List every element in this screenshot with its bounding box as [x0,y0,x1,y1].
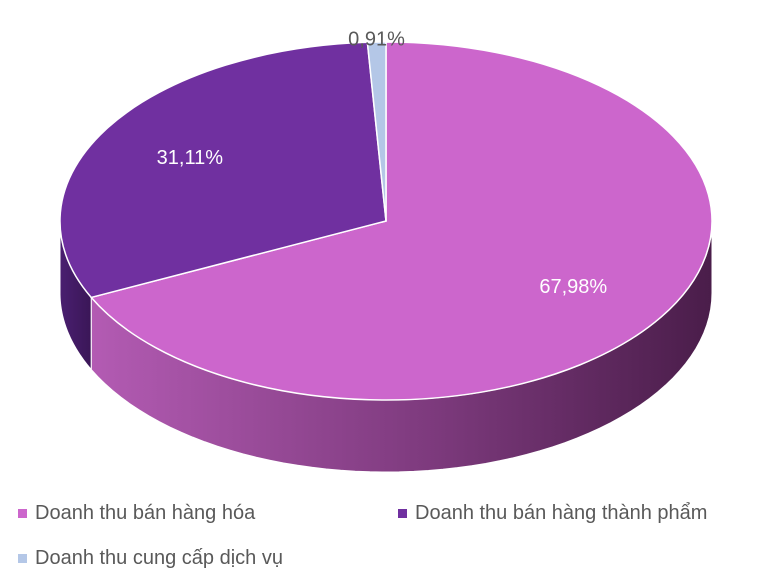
legend-item-hang-hoa: Doanh thu bán hàng hóa [18,502,255,525]
legend-swatch-thanh-pham [398,509,407,518]
pie-slice-thanh-pham [59,41,387,299]
legend-swatch-dich-vu [18,554,27,563]
pie-top-group [59,41,713,401]
legend-swatch-hang-hoa [18,509,27,518]
legend-label-thanh-pham: Doanh thu bán hàng thành phẩm [415,502,708,524]
pie-label-group: 67,98% 31,11% 0,91% [157,28,608,298]
legend-label-dich-vu: Doanh thu cung cấp dịch vụ [35,547,283,569]
data-label-dich-vu: 0,91% [348,28,405,50]
legend-item-dich-vu: Doanh thu cung cấp dịch vụ [18,547,283,570]
data-label-hang-hoa: 67,98% [539,276,607,298]
legend-item-thanh-pham: Doanh thu bán hàng thành phẩm [398,502,707,525]
legend-label-hang-hoa: Doanh thu bán hàng hóa [35,502,256,524]
pie-slice-hang-hoa [89,41,713,401]
pie-slice-dich-vu [366,41,387,222]
data-label-thanh-pham: 31,11% [157,147,224,169]
